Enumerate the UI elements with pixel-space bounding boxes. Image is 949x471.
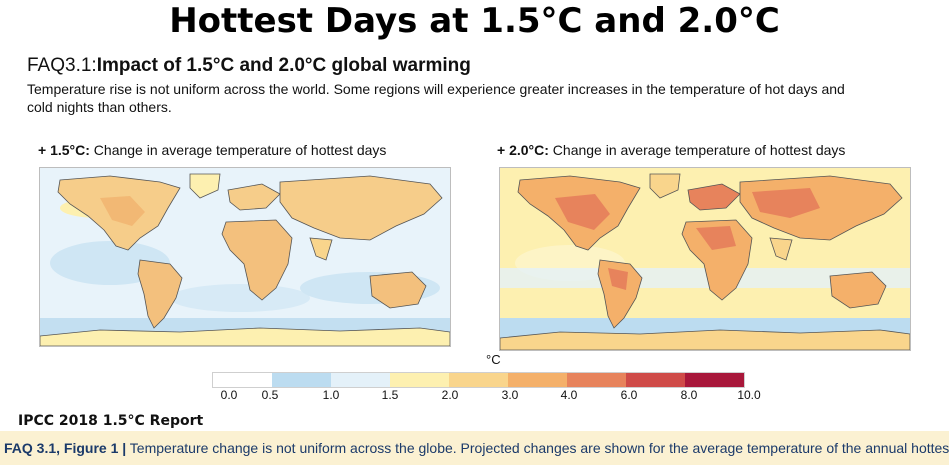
map-1-scenario: + 1.5°C:: [38, 142, 90, 158]
colorbar-segment-7: [626, 373, 685, 387]
figure-caption-label: FAQ 3.1, Figure 1 |: [4, 440, 127, 456]
map-1-world: [39, 167, 451, 347]
legend-tick: 6.0: [620, 388, 638, 402]
map-2-world: [499, 167, 911, 351]
map-1-svg: [40, 168, 450, 346]
colorbar-segment-8: [685, 373, 744, 387]
faq-heading: FAQ3.1:Impact of 1.5°C and 2.0°C global …: [27, 54, 471, 78]
faq-title: Impact of 1.5°C and 2.0°C global warming: [96, 55, 471, 76]
legend-colorbar: [212, 372, 745, 388]
map-1-caption-text: Change in average temperature of hottest…: [89, 142, 387, 158]
faq-description: Temperature rise is not uniform across t…: [27, 81, 845, 115]
map-2-caption: + 2.0°C: Change in average temperature o…: [497, 141, 845, 159]
legend-unit: °C: [486, 352, 501, 367]
colorbar-segment-3: [390, 373, 449, 387]
colorbar-segment-4: [449, 373, 508, 387]
legend-tick: 1.5: [381, 388, 399, 402]
colorbar-segment-1: [272, 373, 331, 387]
figure-caption-text: Temperature change is not uniform across…: [126, 440, 949, 456]
map-1-caption: + 1.5°C: Change in average temperature o…: [38, 141, 386, 159]
legend-tick: 0.5: [261, 388, 279, 402]
faq-number: FAQ3.1:: [27, 55, 97, 76]
legend-tick: 3.0: [501, 388, 519, 402]
map-2-svg: [500, 168, 910, 350]
legend-tick: 2.0: [441, 388, 459, 402]
colorbar-segment-6: [567, 373, 626, 387]
legend-ticks: 0.0 0.5 1.0 1.5 2.0 3.0 4.0 6.0 8.0 10.0: [0, 388, 949, 404]
legend-tick: 4.0: [560, 388, 578, 402]
legend-tick: 0.0: [220, 388, 238, 402]
legend-tick: 10.0: [737, 388, 761, 402]
colorbar-segment-5: [508, 373, 567, 387]
figure-caption: FAQ 3.1, Figure 1 | Temperature change i…: [0, 431, 949, 465]
source-label: IPCC 2018 1.5°C Report: [18, 413, 204, 429]
map-2-caption-text: Change in average temperature of hottest…: [548, 142, 846, 158]
page-title: Hottest Days at 1.5°C and 2.0°C: [169, 1, 780, 41]
legend-tick: 1.0: [322, 388, 340, 402]
legend-tick: 8.0: [680, 388, 698, 402]
colorbar-segment-0: [213, 373, 272, 387]
map-2-scenario: + 2.0°C:: [497, 142, 549, 158]
colorbar-segment-2: [331, 373, 390, 387]
